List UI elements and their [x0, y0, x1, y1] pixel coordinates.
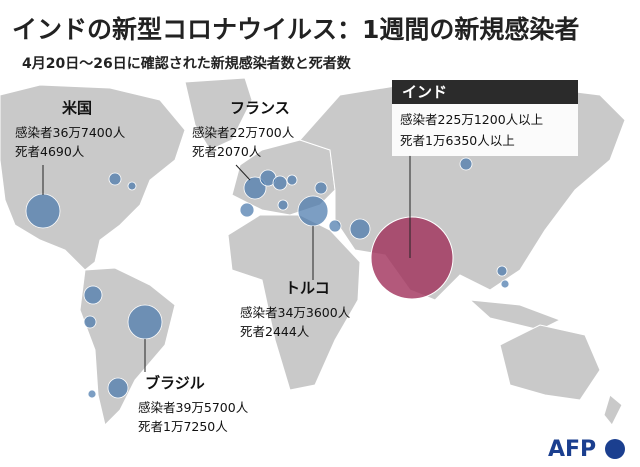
callout-title: トルコ: [285, 279, 330, 297]
bubble: [328, 219, 342, 233]
callout-line: 感染者34万3600人: [240, 305, 351, 320]
callout-line: 死者2070人: [192, 144, 262, 159]
callout-title: インド: [402, 83, 447, 101]
new-zealand: [603, 394, 623, 426]
callout-title: 米国: [62, 99, 92, 117]
greenland: [184, 77, 253, 151]
callout-line: 感染者22万700人: [192, 125, 295, 140]
callout-line: 死者4690人: [15, 144, 85, 159]
callout-line: 感染者39万5700人: [138, 400, 249, 415]
indonesia: [468, 299, 562, 331]
callout-line: 感染者225万1200人以上: [400, 112, 543, 127]
bubble-india: [370, 216, 454, 300]
australia: [499, 324, 601, 401]
bubble: [83, 315, 97, 329]
bubble: [25, 193, 61, 229]
bubble: [243, 176, 267, 200]
bubble: [459, 157, 473, 171]
callout-line: 死者1万7250人: [138, 419, 228, 434]
callout-title: ブラジル: [145, 374, 205, 392]
leader: [235, 164, 251, 181]
bubble: [127, 304, 163, 340]
bubble: [239, 202, 255, 218]
bubbles: [25, 157, 510, 399]
bubble: [87, 389, 97, 399]
callout-box: [392, 104, 578, 156]
bubble: [314, 181, 328, 195]
callout-title: フランス: [230, 99, 290, 117]
subtitle: 4月20日～26日に確認された新規感染者数と死者数: [22, 55, 352, 72]
logo-mark: [605, 439, 625, 459]
bubble: [127, 181, 137, 191]
bubble: [500, 279, 510, 289]
bubble: [108, 172, 122, 186]
callout-header: [392, 80, 578, 104]
title: インドの新型コロナウイルス：1週間の新規感染者: [12, 15, 579, 44]
logo: AFP: [548, 437, 596, 462]
bubble: [286, 174, 298, 186]
callout-line: 感染者36万7400人: [15, 125, 126, 140]
bubble: [496, 265, 508, 277]
north-america: [0, 84, 186, 271]
bubble: [272, 175, 288, 191]
africa: [227, 214, 361, 391]
callout-line: 死者2444人: [240, 324, 310, 339]
bubble: [349, 218, 371, 240]
bubble: [83, 285, 103, 305]
bubble: [107, 377, 129, 399]
callout-line: 死者1万6350人以上: [400, 133, 515, 148]
bubble: [277, 199, 289, 211]
bubble: [297, 195, 329, 227]
